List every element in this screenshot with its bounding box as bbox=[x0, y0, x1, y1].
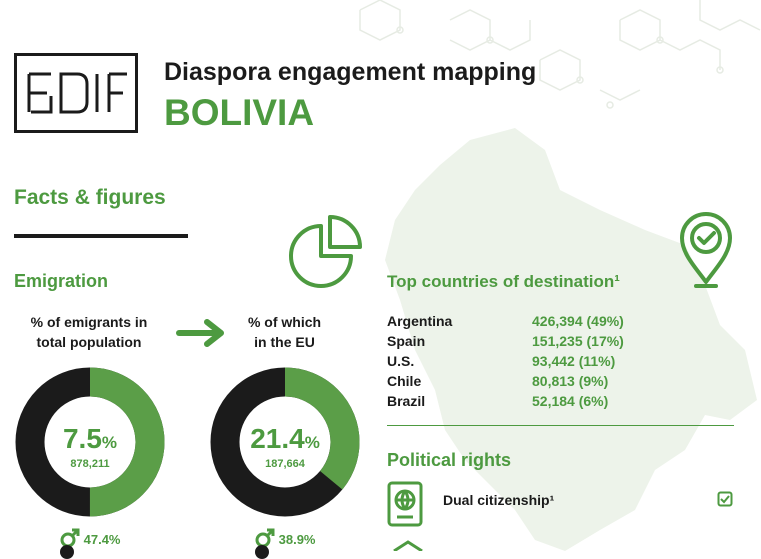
destination-country: Spain bbox=[387, 333, 426, 349]
destination-value: 93,442 (11%) bbox=[532, 353, 616, 369]
bolivia-map-silhouette bbox=[385, 128, 757, 551]
eudif-logo-mark bbox=[27, 72, 127, 114]
chart1-male-value: 47.4% bbox=[83, 532, 121, 547]
checkbox-checked-icon bbox=[717, 491, 733, 507]
female-icon bbox=[60, 545, 74, 559]
chart2-label: % of which in the EU bbox=[212, 312, 357, 352]
donut2-number: 21.4 bbox=[250, 423, 305, 454]
donut-chart-total-population bbox=[15, 367, 165, 517]
chart2-label-line2: in the EU bbox=[254, 334, 315, 350]
section-separator bbox=[387, 425, 734, 426]
political-rights-title: Political rights bbox=[387, 450, 512, 470]
donut1-arc bbox=[15, 367, 165, 517]
destination-country: Brazil bbox=[387, 393, 426, 409]
female-icon bbox=[255, 545, 269, 559]
dual-citizenship-label: Dual citizenship¹ bbox=[443, 492, 555, 508]
country-title: BOLIVIA bbox=[164, 92, 315, 133]
chart2-label-line1: % of which bbox=[247, 314, 322, 330]
chart2-male-row: 38.9% bbox=[255, 528, 316, 548]
destination-value: 426,394 (49%) bbox=[532, 313, 624, 329]
chart1-label-line2: total population bbox=[36, 334, 142, 350]
voting-icon-partial bbox=[393, 540, 423, 551]
donut2-count: 187,664 bbox=[265, 458, 305, 470]
chart1-label: % of emigrants in total population bbox=[14, 312, 164, 352]
donut1-count: 878,211 bbox=[70, 458, 110, 470]
chart2-male-value: 38.9% bbox=[278, 532, 316, 547]
donut-chart-eu-share bbox=[210, 367, 360, 517]
destination-value: 52,184 (6%) bbox=[532, 393, 609, 409]
section-title: Facts & figures bbox=[14, 186, 166, 209]
emigration-title: Emigration bbox=[14, 271, 109, 291]
donut1-unit: % bbox=[101, 433, 118, 452]
destination-value: 80,813 (9%) bbox=[532, 373, 609, 389]
destination-country: Argentina bbox=[387, 313, 453, 329]
chart1-label-line1: % of emigrants in bbox=[30, 314, 148, 330]
donut2-unit: % bbox=[304, 433, 320, 452]
location-check-icon bbox=[680, 212, 732, 288]
passport-icon bbox=[387, 481, 423, 527]
page-title: Diaspora engagement mapping bbox=[164, 58, 537, 86]
destination-country: Chile bbox=[387, 373, 422, 389]
donut1-value: 7.5% bbox=[14, 423, 166, 455]
arrow-right-icon bbox=[176, 319, 224, 347]
destination-country: U.S. bbox=[387, 353, 415, 369]
destination-value: 151,235 (17%) bbox=[532, 333, 624, 349]
eudif-logo bbox=[14, 53, 138, 133]
destinations-title: Top countries of destination¹ bbox=[387, 272, 620, 291]
section-divider bbox=[14, 234, 188, 238]
hexagon-pattern-decoration bbox=[359, 0, 761, 109]
donut2-value: 21.4% bbox=[209, 423, 361, 455]
pie-chart-icon bbox=[289, 215, 362, 288]
donut2-arc bbox=[210, 367, 360, 517]
donut1-number: 7.5 bbox=[62, 423, 102, 454]
